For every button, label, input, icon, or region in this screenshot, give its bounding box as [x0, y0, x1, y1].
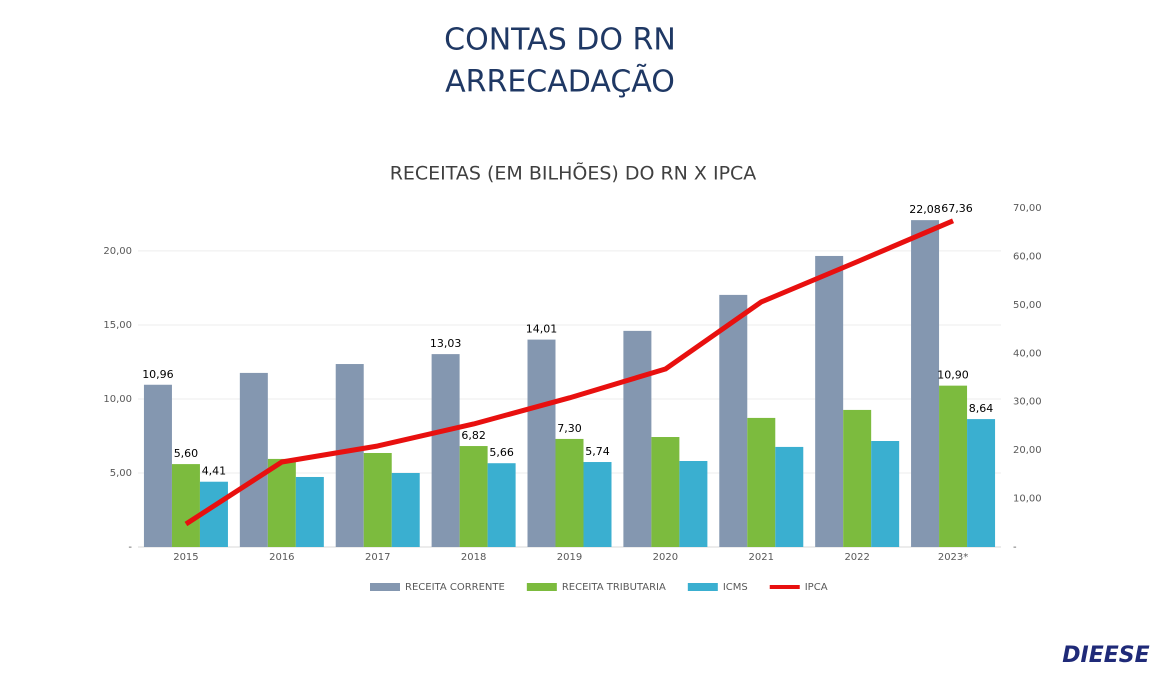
y-tick-label: 10,00	[103, 394, 132, 405]
y2-tick-label: 20,00	[1013, 445, 1042, 456]
y2-tick-label: -	[1013, 542, 1017, 553]
bar	[171, 464, 200, 547]
y2-tick-label: 70,00	[1013, 203, 1042, 214]
data-label: 4,41	[202, 465, 227, 478]
bar	[871, 441, 900, 547]
bar	[939, 385, 968, 547]
bar	[239, 372, 268, 547]
data-label: 14,01	[526, 323, 558, 336]
data-label: 7,30	[557, 422, 582, 435]
y-tick-label: 15,00	[103, 320, 132, 331]
bar	[775, 446, 804, 547]
bar	[143, 384, 172, 547]
x-tick-label: 2015	[173, 552, 198, 563]
legend-label: RECEITA TRIBUTARIA	[562, 582, 666, 593]
y2-tick-label: 60,00	[1013, 251, 1042, 262]
bar	[295, 476, 324, 547]
y-tick-label: 20,00	[103, 246, 132, 257]
bar	[843, 409, 872, 547]
data-label: 5,60	[174, 447, 199, 460]
x-tick-label: 2017	[365, 552, 390, 563]
data-label: 13,03	[430, 337, 462, 350]
bar	[527, 339, 556, 547]
y-tick-label: 5,00	[110, 468, 132, 479]
x-tick-label: 2020	[653, 552, 678, 563]
x-tick-label: 2022	[844, 552, 869, 563]
bar	[459, 446, 488, 547]
chart-title: RECEITAS (EM BILHÕES) DO RN X IPCA	[390, 162, 757, 185]
data-label: 22,08	[909, 203, 941, 216]
logo: DIEESE	[1062, 643, 1149, 668]
y-tick-label: -	[128, 542, 132, 553]
legend-label: ICMS	[723, 582, 748, 593]
bar	[335, 364, 364, 547]
bar	[747, 417, 776, 547]
y2-tick-label: 10,00	[1013, 494, 1042, 505]
line	[184, 218, 955, 527]
bar	[363, 452, 392, 547]
legend-label: IPCA	[805, 582, 828, 593]
data-label: 67,36	[941, 202, 973, 215]
legend-label: RECEITA CORRENTE	[405, 582, 505, 593]
x-tick-label: 2016	[269, 552, 294, 563]
bar	[623, 330, 652, 547]
bar	[719, 294, 748, 547]
y2-tick-label: 30,00	[1013, 397, 1042, 408]
bar	[679, 460, 708, 547]
bar	[583, 462, 612, 547]
x-tick-label: 2019	[557, 552, 582, 563]
page-title: ARRECADAÇÃO	[445, 64, 675, 100]
bar	[555, 438, 584, 547]
bar	[651, 437, 680, 547]
data-label: 5,66	[489, 446, 514, 459]
bar	[391, 472, 420, 547]
data-label: 10,90	[937, 369, 969, 382]
bar	[267, 458, 296, 547]
y2-tick-label: 40,00	[1013, 348, 1042, 359]
bar	[431, 354, 460, 547]
data-label: 10,96	[142, 368, 174, 381]
bar	[487, 463, 516, 547]
data-label: 5,74	[585, 445, 610, 458]
x-tick-label: 2018	[461, 552, 486, 563]
legend-marker	[687, 583, 718, 591]
legend-marker	[526, 583, 557, 591]
bar	[911, 220, 940, 548]
legend-marker	[370, 583, 400, 591]
x-tick-label: 2021	[749, 552, 774, 563]
data-label: 8,64	[969, 402, 994, 415]
bar	[967, 419, 996, 547]
page-title: CONTAS DO RN	[444, 23, 676, 58]
data-label: 6,82	[461, 429, 486, 442]
x-tick-label: 2023*	[938, 552, 968, 563]
y2-tick-label: 50,00	[1013, 300, 1042, 311]
bar	[815, 255, 844, 547]
